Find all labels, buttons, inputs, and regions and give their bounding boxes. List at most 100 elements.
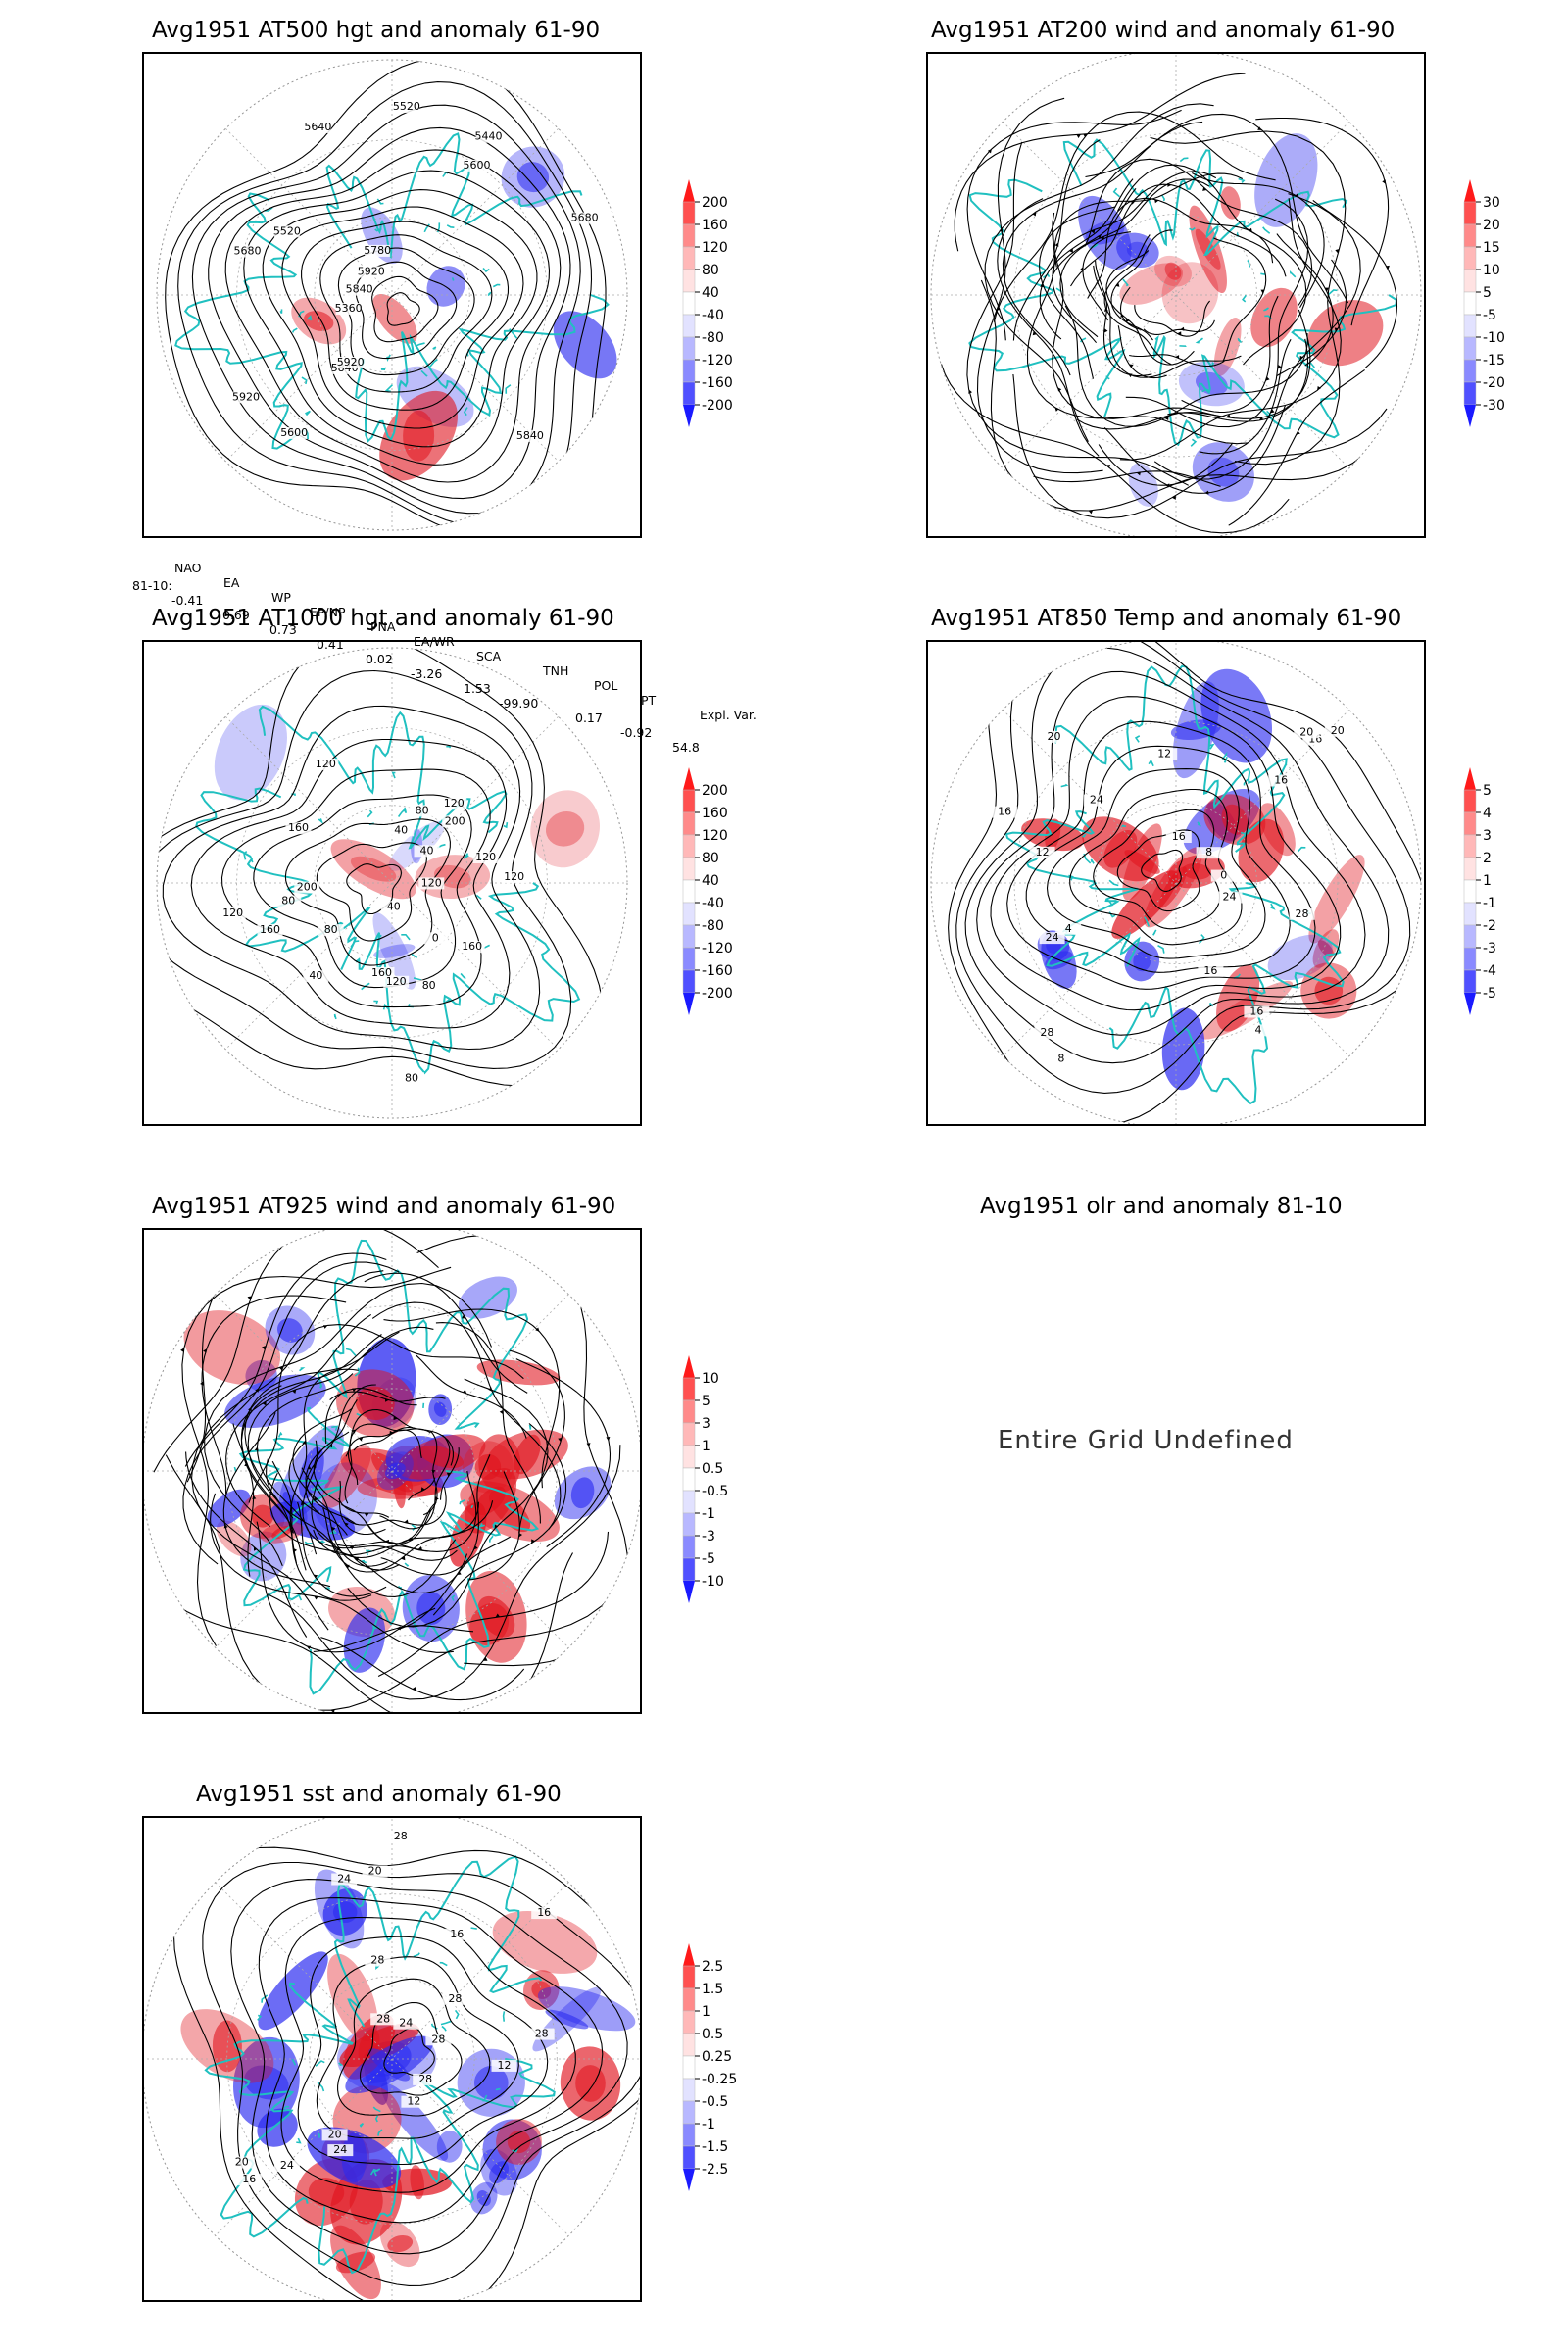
contour-line [964,647,1390,1064]
contour-label: 28 [1040,1026,1054,1039]
streamline-arrow [1154,199,1159,204]
streamline [1012,139,1101,341]
coastline-fragment [1148,759,1154,767]
colorbar-tick-label: 5 [702,1394,710,1409]
contour-label: 20 [235,2156,249,2169]
coastline-fragment [441,2025,447,2032]
streamline-arrow [462,1389,467,1394]
streamline [1103,405,1287,494]
coastline-fragment [333,1013,337,1020]
coastline [317,1239,529,1430]
coastline-fragment [1081,833,1087,838]
contour-line [165,60,607,530]
coastline-fragment [350,940,360,948]
streamline-arrow [200,1439,205,1444]
colorbar-segment [1463,291,1477,316]
map-sst-plot: 28 24 20 16 24 20 16 12 28 24 28 24 20 16 12 28 28 28 28 [144,1818,640,2300]
streamline-arrow [349,1545,355,1550]
contour-label: 12 [498,2059,512,2072]
colorbar-tick-label: -0.5 [702,1484,728,1499]
contour-line [337,1978,491,2117]
positive-anomaly-region [1307,300,1384,367]
idx-v-epnp: 0.41 [317,637,344,652]
streamline [1052,187,1137,277]
coastline-fragment [391,771,396,779]
streamline [201,1295,347,1494]
contour-label: 20 [368,1864,382,1877]
contour-line [359,2001,463,2096]
contour-line [253,794,472,989]
coastline-fragment [1190,438,1198,447]
coastline-fragment [1260,272,1266,275]
colorbar-segment [682,1445,696,1469]
colorbar-segment [682,902,696,926]
contour-label-bg [501,871,527,884]
colorbar-tick-label: 2.5 [702,1959,723,1975]
coastline-fragment [373,1000,379,1004]
streamline [329,1391,446,1402]
coastline-fragment [415,342,425,348]
contour-label-bg [422,932,449,945]
contour-label-bg [234,245,261,258]
colorbar-segment [682,2078,696,2102]
coastline-fragment [257,2014,263,2021]
meridian [225,716,559,1050]
meridian [225,128,559,462]
streamline-arrow [1265,376,1270,381]
contour-label-bg [318,924,344,937]
colorbar-tick-label: -200 [702,398,733,414]
contour-label: 200 [297,881,318,894]
coastline-fragment [345,1348,357,1356]
colorbar-segment [682,1965,696,1989]
coastline-fragment [1223,756,1228,763]
positive-anomaly-region [1154,255,1192,287]
contour-label: 5840 [516,429,544,442]
contour-label-bg [418,877,445,890]
contour-label: 80 [416,804,429,816]
streamline [980,279,1366,512]
colorbar-segment [682,1512,696,1537]
map-500hgt-plot: 5840 5600 5520 5680 5360 5920 5440 5780 5520 5600… [144,54,640,536]
coastline-fragment [463,853,469,859]
streamline [1093,265,1242,378]
positive-anomaly-region [530,790,600,868]
coastline-fragment [367,809,373,818]
streamline-arrow [1091,229,1096,234]
coastline-fragment [1221,751,1228,760]
colorbar-tick-label: 10 [702,1371,719,1387]
streamline-arrow [407,1537,412,1542]
contour-label-bg [992,806,1018,818]
colorbar-tick-label: 160 [702,806,728,821]
colorbar-850temp: 5 4 3 2 1 -1 -2 -3 -4 -5 [1462,760,1568,1028]
map-1000hgt: 120 160 160 200 80 120 80 40 0 40 160 200 160 120 80 40… [142,640,642,1126]
contour-label: 20 [1299,725,1313,738]
colorbar-tick-label: 20 [1483,218,1500,233]
contour-label-bg [528,2028,555,2040]
contour-label: 24 [337,1873,351,1886]
contour-label-bg [409,805,435,817]
contour-label-bg [273,225,300,238]
streamline [313,1625,474,1652]
coastline-fragment [1042,272,1051,279]
streamline [1103,234,1172,366]
coastline [174,192,309,450]
coastline-fragment [397,808,405,817]
colorbar-segment [682,1377,696,1401]
idx-v-sca: 1.53 [464,681,491,696]
positive-anomaly-core [350,856,397,882]
streamline-arrow [352,1429,357,1434]
positive-anomaly-core [1124,850,1160,874]
positive-anomaly-region [1161,262,1219,324]
negative-anomaly-region [380,2082,449,2161]
map-boundary-circle [156,59,628,531]
colorbar-tick-label: -0.25 [702,2072,737,2087]
colorbar-segment [1463,834,1477,858]
colorbar-tick-label: -120 [702,353,733,368]
streamline-arrow [462,1314,466,1319]
contour-label-bg [1165,831,1192,843]
contour-line [243,170,551,466]
streamline [1012,373,1388,519]
contour-label: 5360 [335,302,363,315]
streamline [993,111,1276,322]
